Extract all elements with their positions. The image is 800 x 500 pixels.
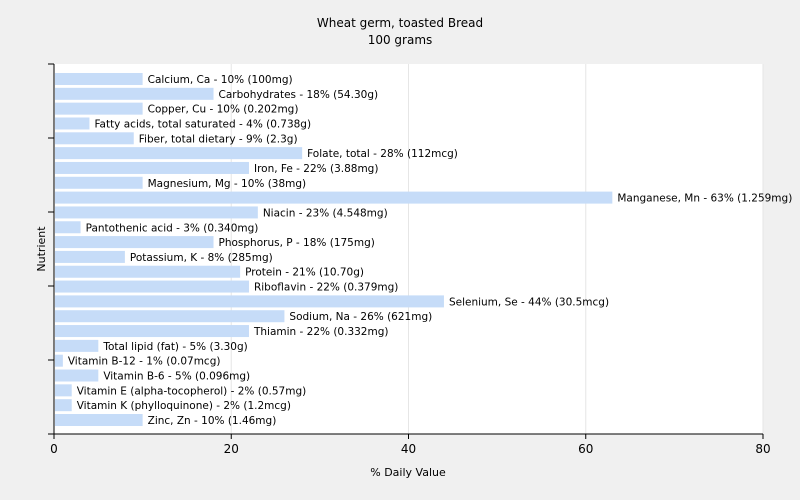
bar xyxy=(55,161,249,174)
y-axis-label: Nutrient xyxy=(35,226,48,272)
bar xyxy=(55,250,125,263)
bar xyxy=(55,384,72,397)
bar xyxy=(55,399,72,412)
bar-label: Riboflavin - 22% (0.379mg) xyxy=(254,282,398,294)
bar xyxy=(55,147,303,160)
bar-label: Phosphorus, P - 18% (175mg) xyxy=(219,237,375,249)
bar-label: Carbohydrates - 18% (54.30g) xyxy=(219,89,379,101)
bar xyxy=(55,280,249,293)
bar xyxy=(55,176,143,189)
bar xyxy=(55,354,63,367)
bar-labels: Calcium, Ca - 10% (100mg) Carbohydrates -… xyxy=(68,74,792,427)
bar xyxy=(55,295,444,308)
gridlines xyxy=(230,64,764,434)
bar-label: Vitamin B-6 - 5% (0.096mg) xyxy=(103,371,250,383)
bar-label: Vitamin B-12 - 1% (0.07mcg) xyxy=(68,356,221,368)
bar-label: Fatty acids, total saturated - 4% (0.738… xyxy=(94,118,311,130)
bar xyxy=(55,73,143,85)
bar-label: Potassium, K - 8% (285mg) xyxy=(130,252,273,264)
bar xyxy=(55,206,258,219)
bar xyxy=(55,339,99,352)
bar-label: Vitamin K (phylloquinone) - 2% (1.2mcg) xyxy=(77,400,291,412)
bar xyxy=(55,221,81,234)
bar-label: Pantothenic acid - 3% (0.340mg) xyxy=(86,222,259,234)
bar xyxy=(55,236,214,249)
bar xyxy=(55,325,249,338)
x-tick-label: 0 xyxy=(50,442,58,456)
bar-label: Vitamin E (alpha-tocopherol) - 2% (0.57m… xyxy=(77,385,307,397)
bar-label: Total lipid (fat) - 5% (3.30g) xyxy=(102,341,247,353)
bar-label: Iron, Fe - 22% (3.88mg) xyxy=(254,163,378,175)
bar-label: Zinc, Zn - 10% (1.46mg) xyxy=(148,415,277,427)
x-axis-label: % Daily Value xyxy=(370,466,446,479)
x-tick-label: 60 xyxy=(578,442,593,456)
bars xyxy=(55,73,613,426)
bar-label: Selenium, Se - 44% (30.5mcg) xyxy=(449,296,609,308)
bar xyxy=(55,191,613,204)
bar-label: Manganese, Mn - 63% (1.259mg) xyxy=(617,193,792,205)
x-tick-label: 40 xyxy=(401,442,416,456)
bar-label: Magnesium, Mg - 10% (38mg) xyxy=(148,178,307,190)
x-tick-label: 80 xyxy=(755,442,770,456)
bar-label: Fiber, total dietary - 9% (2.3g) xyxy=(139,133,298,145)
bar xyxy=(55,117,90,130)
bar-label: Folate, total - 28% (112mcg) xyxy=(307,148,458,160)
bar xyxy=(55,310,285,323)
bar-label: Sodium, Na - 26% (621mg) xyxy=(289,311,432,323)
x-tick-label: 20 xyxy=(224,442,239,456)
bar xyxy=(55,87,214,100)
bar xyxy=(55,102,143,115)
chart-title: Wheat germ, toasted Bread xyxy=(317,16,483,30)
bar xyxy=(55,132,134,145)
bar-label: Thiamin - 22% (0.332mg) xyxy=(253,326,389,338)
bar-label: Copper, Cu - 10% (0.202mg) xyxy=(148,104,299,116)
bar xyxy=(55,369,99,382)
bar-label: Protein - 21% (10.70g) xyxy=(245,267,364,279)
bar xyxy=(55,414,143,426)
chart-subtitle: 100 grams xyxy=(368,33,433,47)
bar xyxy=(55,265,241,278)
bar-label: Calcium, Ca - 10% (100mg) xyxy=(148,74,293,86)
axes: 0 20 40 60 80 xyxy=(48,63,771,456)
bar-label: Niacin - 23% (4.548mg) xyxy=(263,207,388,219)
